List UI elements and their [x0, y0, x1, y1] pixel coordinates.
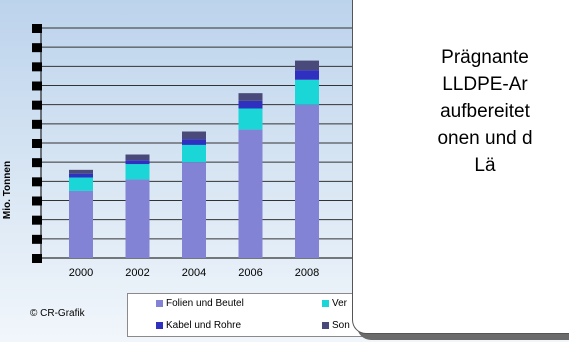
x-tick-label: 2008: [295, 267, 319, 279]
bar-segment: [182, 131, 206, 140]
bar-segment: [69, 177, 93, 191]
bar-segment: [125, 179, 150, 258]
bar-segment: [69, 169, 93, 174]
legend-swatch: [156, 300, 163, 307]
bar-segment: [238, 108, 263, 130]
legend-label: Kabel und Rohre: [166, 320, 242, 331]
x-tick-label: 2004: [182, 267, 206, 279]
bar-segment: [182, 139, 206, 145]
legend-swatch: [322, 322, 329, 329]
y-tick-mark: [32, 81, 42, 91]
bar-segment: [125, 164, 150, 180]
bar-segment: [125, 160, 150, 165]
bar-segment: [295, 60, 319, 71]
legend-item-son: Son: [322, 320, 350, 331]
legend-swatch: [156, 322, 163, 329]
y-tick-mark: [32, 139, 42, 148]
callout-text: Prägnante LLDPE-Ar aufbereitet onen und …: [437, 47, 533, 176]
bar-segment: [182, 162, 206, 258]
x-tick-label: 2000: [69, 267, 93, 279]
y-tick-mark: [32, 234, 42, 244]
x-tick-label: 2002: [125, 267, 149, 279]
y-tick-mark: [32, 43, 42, 53]
y-tick-mark: [32, 177, 42, 187]
bar-segment: [295, 70, 319, 80]
y-tick-mark: [32, 158, 42, 168]
bar-segment: [295, 79, 319, 105]
x-tick-label: 2006: [238, 267, 262, 279]
copyright-text: © CR-Grafik: [30, 308, 85, 319]
legend-item-ver: Ver: [322, 298, 347, 309]
y-tick-mark: [32, 100, 42, 110]
bar-segment: [238, 100, 263, 109]
bar-segment: [125, 154, 150, 161]
y-tick-mark: [32, 215, 42, 225]
bar-segment: [238, 129, 263, 258]
legend-label: Ver: [332, 298, 348, 309]
legend-swatch: [322, 300, 329, 307]
bar-segment: [69, 190, 93, 258]
y-tick-mark: [32, 254, 42, 263]
y-axis-label: Mio. Tonnen: [2, 160, 13, 220]
chart-legend: Folien und Beutel Ver Kabel und Rohre So…: [127, 293, 377, 337]
bar-segment: [182, 144, 206, 163]
bar-segment: [295, 104, 319, 259]
y-tick-mark: [32, 24, 42, 33]
bar-segment: [238, 93, 263, 101]
legend-label: Son: [332, 320, 350, 331]
legend-item-folien: Folien und Beutel: [156, 298, 244, 309]
legend-item-kabel: Kabel und Rohre: [156, 320, 241, 331]
bar-segment: [69, 173, 93, 178]
callout-box: [352, 0, 569, 334]
y-tick-mark: [32, 62, 42, 72]
legend-label: Folien und Beutel: [166, 298, 244, 309]
y-tick-mark: [32, 119, 42, 129]
y-tick-mark: [32, 196, 42, 206]
